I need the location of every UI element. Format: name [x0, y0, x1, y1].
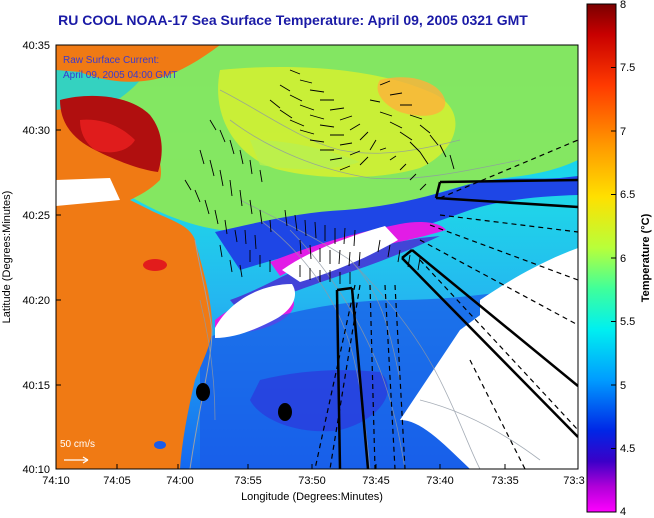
colorbar-tick-label: 6.5: [620, 189, 635, 201]
cloud-gap-2: [215, 284, 296, 338]
colorbar-tick-label: 4.5: [620, 443, 635, 455]
surface-current-vectors: [184, 69, 455, 284]
current-legend-date: April 09, 2005 04:00 GMT: [63, 70, 178, 81]
x-tick-label: 74:00: [166, 475, 194, 487]
warm-patch-2: [250, 140, 360, 170]
bathymetry-contours: [199, 89, 541, 469]
island-warm: [143, 259, 167, 271]
coastal-white: [56, 178, 120, 206]
y-tick-label: 40:25: [22, 210, 50, 222]
map-title: RU COOL NOAA-17 Sea Surface Temperature:…: [58, 12, 528, 28]
colorbar-tick-label: 7.5: [620, 62, 635, 74]
current-scale-arrow: [64, 456, 89, 464]
hot-patch: [377, 77, 446, 116]
colorbar-tick-label: 8: [620, 0, 626, 11]
land-long-island: [56, 45, 220, 82]
x-tick-label: 74:05: [103, 475, 131, 487]
coastline: [189, 239, 213, 469]
x-tick-label: 73:40: [426, 475, 454, 487]
colorbar-tick-label: 4: [620, 506, 626, 518]
no-data-east: [480, 248, 578, 320]
y-tick-label: 40:15: [22, 380, 50, 392]
colorbar-label: Temperature (°C): [640, 213, 652, 302]
current-legend-title: Raw Surface Current:: [63, 55, 159, 66]
colorbar-tick-label: 7: [620, 126, 626, 138]
map-frame: [55, 44, 579, 470]
map-area: [56, 45, 578, 469]
y-tick-label: 40:30: [22, 125, 50, 137]
warm-core: [80, 119, 135, 153]
x-tick-label: 73:3: [563, 475, 584, 487]
radial-lines-dashed: [314, 139, 578, 469]
x-tick-label: 73:45: [362, 475, 390, 487]
x-tick-label: 73:35: [491, 475, 519, 487]
y-tick-label: 40:20: [22, 295, 50, 307]
y-axis-label: Latitude (Degrees:Minutes): [1, 191, 13, 324]
buoy-marker-2: [278, 403, 292, 421]
colorbar-tick-label: 5: [620, 380, 626, 392]
axis-ticks: [55, 44, 506, 470]
x-axis-label: Longitude (Degrees:Minutes): [241, 491, 383, 503]
colorbar-tick-label: 5.5: [620, 316, 635, 328]
colorbar-ticks: [611, 3, 616, 513]
y-tick-label: 40:35: [22, 40, 50, 52]
current-scale-label: 50 cm/s: [60, 439, 95, 450]
y-tick-label: 40:10: [22, 464, 50, 476]
colorbar-tick-label: 6: [620, 253, 626, 265]
x-tick-label: 74:10: [42, 475, 70, 487]
inlet-water: [154, 441, 166, 449]
x-tick-label: 73:50: [298, 475, 326, 487]
radar-coverage-boundaries: [335, 178, 578, 469]
x-tick-label: 73:55: [234, 475, 262, 487]
buoy-marker-1: [196, 383, 210, 401]
